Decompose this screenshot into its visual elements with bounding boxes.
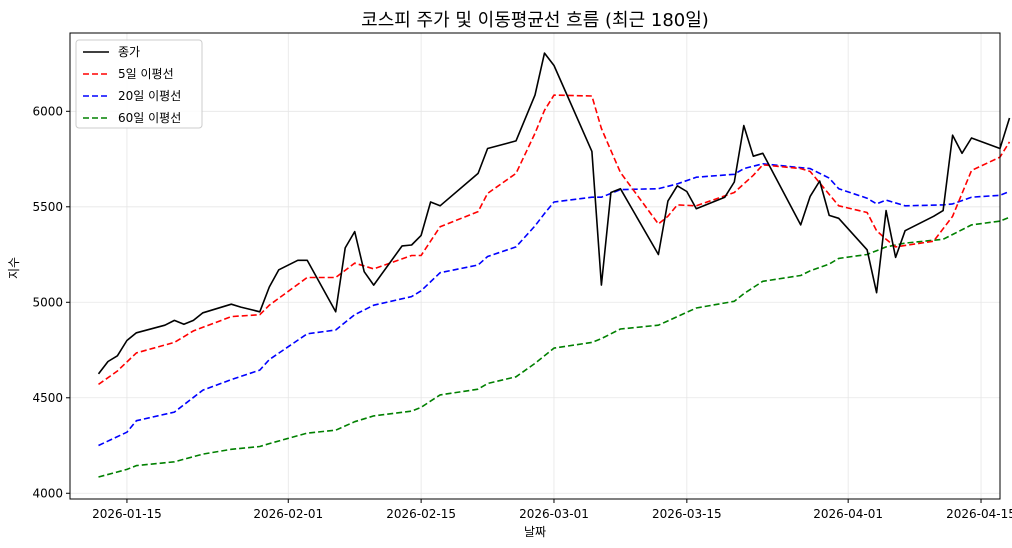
- x-ticks: 2026-01-15 2026-02-01 2026-02-15 2026-03-01…: [92, 499, 1012, 521]
- y-axis-label: 지수: [7, 257, 21, 279]
- x-tick-label: 2026-04-15: [946, 507, 1012, 521]
- legend-label: 종가: [118, 45, 140, 59]
- legend-label: 60일 이평선: [118, 111, 181, 125]
- grid-lines: [70, 33, 1000, 499]
- x-tick-label: 2026-02-01: [253, 507, 323, 521]
- x-axis-label: 날짜: [524, 525, 546, 539]
- plot-frame: [69, 32, 1001, 500]
- series-line: [98, 94, 1011, 386]
- x-tick-label: 2026-03-01: [519, 507, 589, 521]
- series-line: [97, 52, 1011, 375]
- y-tick-label: 4000: [32, 486, 63, 500]
- x-tick-label: 2026-02-15: [386, 507, 456, 521]
- y-tick-label: 5500: [32, 200, 63, 214]
- series-lines: [97, 52, 1011, 478]
- legend-label: 5일 이평선: [118, 67, 174, 81]
- y-tick-label: 6000: [32, 104, 63, 118]
- series-line: [98, 216, 1010, 478]
- y-ticks: 4000 4500 5000 5500 6000: [32, 104, 70, 500]
- x-tick-label: 2026-01-15: [92, 507, 162, 521]
- legend-label: 20일 이평선: [118, 89, 181, 103]
- y-tick-label: 5000: [32, 295, 63, 309]
- x-tick-label: 2026-03-15: [652, 507, 722, 521]
- legend-box: [75, 39, 203, 129]
- y-tick-label: 4500: [32, 391, 63, 405]
- legend: 종가 5일 이평선 20일 이평선 60일 이평선: [75, 39, 203, 129]
- chart-title: 코스피 주가 및 이동평균선 흐름 (최근 180일): [361, 10, 709, 31]
- series-line: [98, 163, 1010, 447]
- x-tick-label: 2026-04-01: [813, 507, 883, 521]
